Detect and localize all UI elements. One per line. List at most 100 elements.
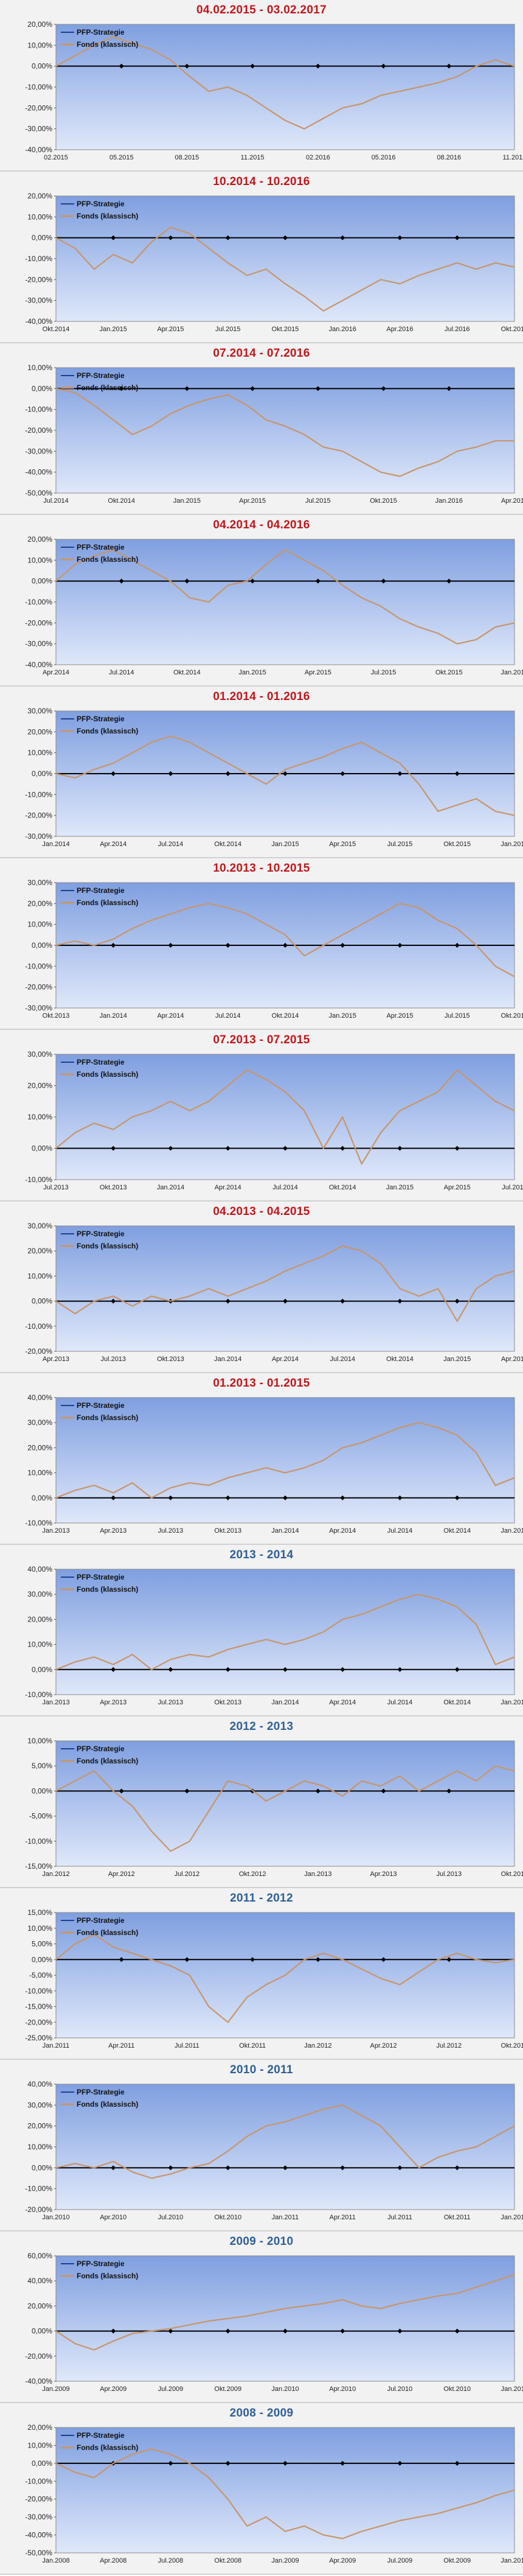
y-tick-label: 60,00%: [27, 2252, 52, 2260]
x-tick-label: Jan.2015: [500, 1527, 523, 1535]
y-tick-label: -30,00%: [25, 296, 52, 305]
zero-marker: [283, 1667, 288, 1672]
plot-area: [55, 195, 515, 322]
zero-marker: [283, 943, 288, 948]
chart-panel-8: 01.2013 - 01.2015 40,00% 30,00% 20,00% 10,00…: [0, 1373, 523, 1545]
legend-label-fund: Fonds (klassisch): [77, 1757, 138, 1765]
zero-marker: [168, 235, 173, 240]
y-tick-label: 20,00%: [27, 1615, 52, 1623]
x-tick-label: Jan.2011: [272, 2214, 299, 2221]
zero-marker: [111, 235, 116, 240]
y-tick-label: 20,00%: [27, 535, 52, 544]
x-tick-label: Jan.2014: [157, 1184, 184, 1191]
chart-svg: 30,00%20,00%10,00%0,00%-10,00%-20,00%Apr…: [25, 1222, 523, 1363]
plot-area: [55, 1569, 515, 1695]
y-tick-label: -10,00%: [25, 2477, 52, 2485]
y-tick-label: -40,00%: [25, 2377, 52, 2385]
chart-title: 01.2014 - 01.2016: [213, 690, 310, 703]
x-tick-label: Apr.2012: [370, 2042, 397, 2049]
chart-svg: 20,00% 10,00% 0,00% -10,00% -20,00% -30,00% -4…: [25, 2423, 523, 2564]
x-tick-label: Apr.2016: [501, 497, 523, 505]
y-tick-label: -40,00%: [25, 468, 52, 477]
legend-label-strategy: PFP-Strategie: [77, 28, 125, 37]
zero-marker: [397, 235, 403, 240]
y-tick-label: 30,00%: [27, 878, 52, 887]
x-tick-label: Okt.2012: [501, 2042, 523, 2049]
y-tick-label: 0,00%: [32, 1955, 52, 1964]
y-tick-label: -10,00%: [25, 1175, 52, 1184]
zero-marker: [184, 386, 190, 391]
x-tick-label: Jan.2008: [42, 2557, 69, 2564]
x-tick-label: Okt.2015: [501, 1012, 523, 1020]
legend-label-fund: Fonds (klassisch): [77, 383, 138, 392]
x-tick-label: Jan.2012: [304, 2042, 331, 2049]
zero-marker: [225, 771, 230, 776]
zero-marker: [168, 1667, 173, 1672]
x-tick-label: Jul.2014: [272, 1184, 298, 1191]
x-tick-label: Apr.2015: [305, 669, 331, 676]
zero-marker: [397, 771, 403, 776]
panel-separator: [0, 1715, 523, 1717]
series-line-fund: [55, 903, 515, 978]
series-line-fund: [55, 549, 515, 645]
zero-marker: [381, 578, 386, 584]
y-tick-label: 20,00%: [27, 2122, 52, 2130]
x-tick-label: Jul.2009: [158, 2385, 184, 2393]
x-tick-label: Apr.2008: [100, 2557, 126, 2564]
zero-marker: [446, 1788, 452, 1794]
zero-marker: [454, 1667, 460, 1672]
x-tick-label: Okt.2011: [444, 2214, 471, 2221]
y-tick-label: -20,00%: [25, 426, 52, 435]
y-tick-label: 20,00%: [27, 1082, 52, 1090]
y-tick-label: 10,00%: [27, 212, 52, 221]
zero-marker: [340, 2328, 345, 2334]
chart-title: 2011 - 2012: [230, 1892, 293, 1905]
x-tick-label: Apr.2010: [100, 2214, 126, 2221]
panel-separator: [0, 514, 523, 515]
legend-label-fund: Fonds (klassisch): [77, 1413, 138, 1422]
x-tick-label: Apr.2014: [215, 1184, 241, 1191]
x-tick-label: 05.2015: [109, 154, 134, 161]
x-tick-label: Jan.2014: [42, 841, 69, 848]
series-line-fund: [55, 1594, 515, 1670]
y-tick-label: -50,00%: [25, 489, 52, 497]
x-tick-label: Okt.2008: [214, 2557, 241, 2564]
y-tick-label: -10,00%: [25, 405, 52, 414]
legend-label-fund: Fonds (klassisch): [77, 555, 138, 564]
legend-label-strategy: PFP-Strategie: [77, 2259, 125, 2268]
chart-title: 07.2014 - 07.2016: [213, 347, 310, 360]
chart-title: 2009 - 2010: [229, 2235, 294, 2248]
x-tick-label: Apr.2014: [329, 1699, 356, 1706]
chart-svg: 10,00% 0,00% -10,00% -20,00% -30,00% -40,00% -…: [25, 363, 523, 505]
x-tick-label: Okt.2014: [386, 1356, 414, 1363]
zero-marker: [454, 1298, 460, 1304]
y-tick-label: 40,00%: [27, 1393, 52, 1402]
chart-panel-2: 07.2014 - 07.2016 10,00% 0,00% -10,00% -20,0…: [0, 343, 523, 515]
y-tick-label: -10,00%: [25, 1519, 52, 1527]
y-tick-label: 10,00%: [27, 1469, 52, 1477]
series-line-fund: [55, 2448, 515, 2539]
x-tick-label: Jan.2010: [271, 2385, 299, 2393]
panel-separator: [0, 342, 523, 343]
chart-title: 07.2013 - 07.2015: [213, 1034, 310, 1046]
legend-label-strategy: PFP-Strategie: [77, 1058, 125, 1066]
x-tick-label: Okt.2014: [272, 1012, 299, 1020]
y-tick-label: 0,00%: [32, 2327, 52, 2336]
x-tick-label: Jul.2014: [109, 669, 134, 676]
panel-separator: [0, 1200, 523, 1202]
zero-marker: [250, 386, 255, 391]
chart-svg: 20,00% 10,00% 0,00% -10,00% -20,00% -30,00% -4…: [25, 192, 523, 333]
zero-marker: [340, 1667, 345, 1672]
legend-label-strategy: PFP-Strategie: [77, 715, 125, 723]
x-tick-label: Jan.2015: [329, 1012, 356, 1020]
y-tick-label: -10,00%: [25, 83, 52, 91]
y-tick-label: 20,00%: [27, 1247, 52, 1255]
panel-separator: [0, 857, 523, 858]
zero-marker: [225, 1146, 230, 1151]
x-tick-label: Okt.2013: [100, 1184, 127, 1191]
y-tick-label: -20,00%: [25, 275, 52, 284]
x-tick-label: Jan.2013: [42, 1527, 69, 1535]
y-tick-label: 10,00%: [27, 920, 52, 929]
y-tick-label: 0,00%: [32, 1665, 52, 1674]
y-tick-label: 10,00%: [27, 1272, 52, 1280]
